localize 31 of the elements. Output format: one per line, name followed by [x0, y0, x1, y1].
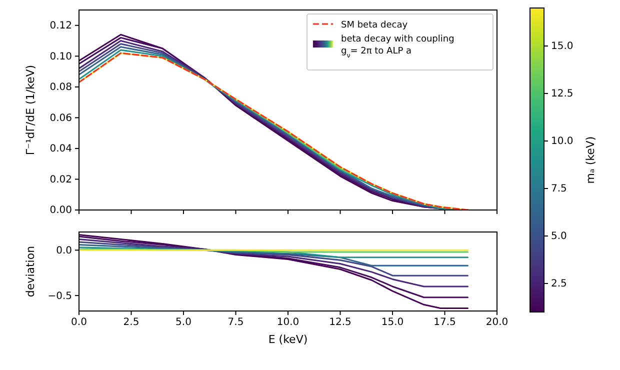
y-tick-label: 0.02: [50, 174, 72, 186]
x-tick-label: 7.5: [228, 317, 244, 328]
y-tick-label: 0.0: [56, 245, 72, 256]
color-bar-label: 15.0: [551, 41, 574, 52]
annotation: beta decay with coupling: [341, 34, 454, 44]
x-tick-label: 15.0: [381, 317, 404, 328]
y-tick-label: 0.04: [50, 144, 72, 155]
x-tick-label: 10.0: [276, 317, 300, 328]
y-tick-label: −0.5: [48, 290, 72, 302]
color-bar-title: mₐ (keV): [584, 136, 597, 184]
x-tick-label: 0.0: [71, 317, 87, 328]
y-tick-label: 0.12: [50, 20, 72, 32]
color-bar-label: 5.0: [551, 231, 567, 242]
y-axis-title: deviation: [24, 246, 37, 298]
y-tick-label: 0.08: [50, 82, 72, 94]
y-tick-label: 0.10: [50, 51, 72, 62]
y-axis-title: Γ⁻¹dΓ/dE (1/keV): [24, 64, 37, 156]
x-axis-title: E (keV): [268, 333, 308, 346]
x-tick-label: 2.5: [123, 317, 140, 328]
x-tick-label: 20.0: [486, 317, 508, 328]
x-tick-label: 17.5: [434, 317, 456, 328]
x-tick-label: 12.5: [329, 317, 352, 328]
color-bar-label: 7.5: [551, 184, 567, 195]
color-bar-label: 10.0: [551, 136, 574, 148]
y-tick-label: 0.06: [50, 112, 72, 124]
color-bar-label: 2.5: [551, 278, 567, 290]
color-bar-label: 12.5: [551, 88, 574, 100]
legend-label: SM beta decay: [341, 20, 408, 30]
x-tick-label: 5.0: [176, 317, 192, 328]
y-tick-label: 0.00: [50, 205, 72, 216]
annotation: g$_{ν}$= 2π to ALP a: [341, 46, 412, 59]
